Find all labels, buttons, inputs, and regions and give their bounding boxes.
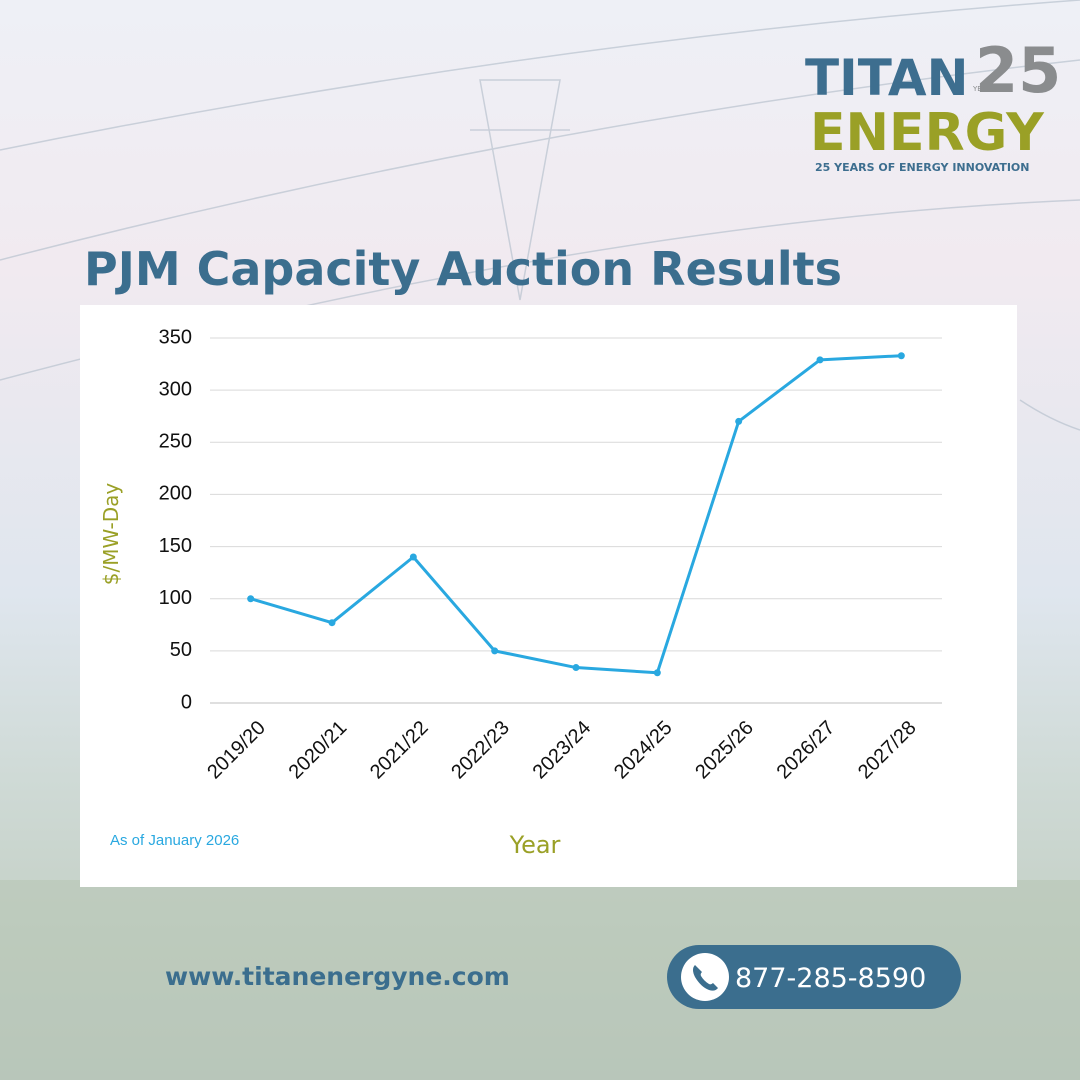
logo-top: TITAN	[805, 49, 968, 107]
point	[247, 595, 255, 603]
y-tick-label: 300	[159, 378, 192, 400]
phone-pill[interactable]	[667, 945, 961, 1009]
point	[572, 664, 580, 672]
point	[653, 669, 661, 677]
y-tick-label: 100	[159, 587, 192, 609]
point	[491, 647, 499, 655]
y-tick-label: 150	[159, 535, 192, 557]
y-tick-label: 250	[159, 431, 192, 453]
y-tick-label: 50	[170, 639, 192, 661]
point	[409, 553, 417, 561]
logo-tagline: 25 YEARS OF ENERGY INNOVATION	[815, 161, 1029, 174]
y-tick-label: 200	[159, 483, 192, 505]
chart-panel	[80, 305, 1017, 887]
logo-bottom: ENERGY	[810, 103, 1045, 163]
y-tick-label: 0	[181, 691, 192, 713]
point	[735, 417, 743, 425]
logo-anniversary: 25	[975, 34, 1061, 107]
point	[816, 356, 824, 364]
y-tick-label: 350	[159, 326, 192, 348]
y-axis-label: $/MW-Day	[99, 483, 123, 586]
point	[328, 619, 336, 627]
point	[897, 352, 905, 360]
phone-icon	[681, 953, 729, 1001]
phone[interactable]: 877-285-8590	[735, 963, 926, 994]
chart-title: PJM Capacity Auction Results	[84, 242, 842, 296]
annotation: As of January 2026	[110, 832, 239, 849]
website[interactable]: www.titanenergyne.com	[165, 962, 510, 991]
phone-glyph	[693, 965, 718, 991]
logo-years: YEARS	[972, 85, 996, 93]
x-axis-label: Year	[509, 831, 561, 859]
